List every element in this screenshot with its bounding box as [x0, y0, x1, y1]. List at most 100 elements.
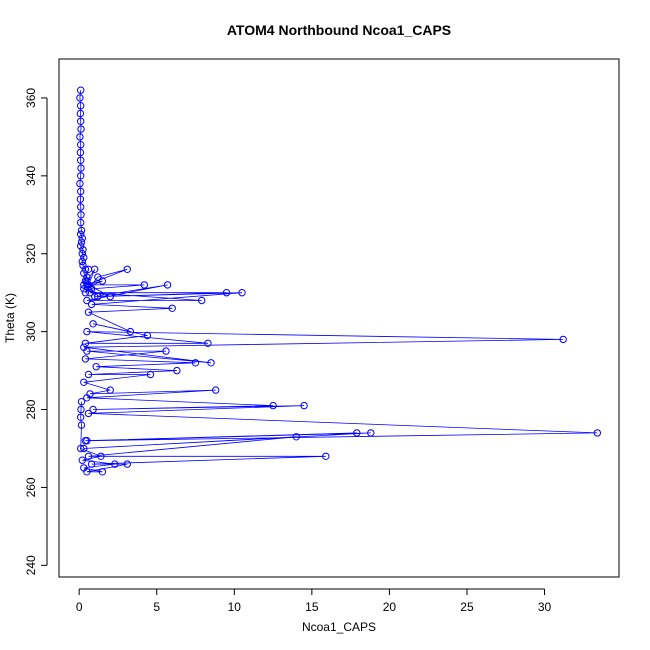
plot-frame [58, 58, 620, 578]
data-point [77, 405, 85, 414]
data-point [81, 265, 90, 273]
data-point [83, 296, 91, 305]
data-point [367, 429, 375, 437]
x-tick-label: 20 [383, 600, 397, 614]
data-point [84, 308, 93, 316]
x-tick-label: 10 [228, 600, 242, 614]
data-point [123, 460, 132, 468]
data-point [173, 366, 181, 375]
data-point [83, 327, 91, 336]
x-tick-label: 5 [153, 600, 160, 614]
data-point [198, 296, 206, 305]
data-point [77, 238, 86, 246]
data-point [76, 148, 85, 157]
data-point [80, 285, 88, 293]
data-point [353, 429, 361, 437]
data-point [77, 187, 85, 196]
y-tick-label: 240 [24, 555, 38, 575]
data-point [207, 359, 215, 367]
data-point [77, 117, 85, 126]
data-point [77, 421, 86, 429]
data-point [77, 125, 85, 133]
data-point [238, 289, 246, 297]
series-lines [79, 90, 598, 473]
data-point [80, 464, 88, 472]
data-point [87, 300, 96, 309]
data-point [87, 285, 96, 293]
data-point [78, 250, 87, 258]
data-point [322, 452, 330, 460]
x-tick-label: 15 [305, 600, 319, 614]
data-point [162, 347, 170, 355]
data-point [79, 246, 87, 254]
data-point [76, 179, 84, 188]
data-point [163, 281, 172, 289]
data-point [76, 109, 85, 118]
data-point [77, 172, 85, 180]
data-point [111, 460, 119, 468]
y-axis-label: Theta (K) [3, 293, 17, 343]
data-point [77, 398, 86, 406]
data-point [77, 242, 85, 250]
data-point [292, 433, 300, 441]
y-tick-label: 300 [24, 321, 38, 341]
data-point [593, 429, 601, 437]
data-point [106, 386, 114, 394]
data-point [98, 468, 107, 476]
data-point [123, 265, 132, 273]
data-point [91, 265, 99, 273]
x-tick-label: 30 [538, 600, 552, 614]
data-point [77, 230, 85, 239]
data-point [204, 339, 212, 347]
y-tick-label: 260 [24, 477, 38, 497]
data-point [89, 320, 97, 328]
data-point [191, 359, 200, 367]
data-point [80, 378, 88, 386]
data-point [81, 355, 90, 363]
data-point [94, 292, 102, 301]
series-points [76, 86, 601, 476]
series-line [79, 90, 598, 473]
x-tick-label: 0 [76, 600, 83, 614]
data-point [89, 405, 97, 414]
data-point [84, 370, 93, 379]
data-point [140, 281, 149, 289]
data-point [83, 273, 91, 281]
data-point [126, 327, 135, 336]
data-point [80, 444, 88, 453]
data-point [559, 335, 567, 344]
data-point [222, 289, 231, 297]
y-axis: 240 260 280 300 320 340 360 [24, 88, 48, 575]
data-point [92, 363, 100, 371]
data-point [77, 211, 85, 219]
data-point [76, 94, 84, 102]
data-point [81, 437, 90, 445]
data-point [79, 261, 87, 270]
data-point [78, 456, 87, 464]
data-point [300, 401, 308, 410]
data-point [86, 289, 94, 297]
data-point [78, 257, 87, 266]
data-point [84, 452, 93, 460]
data-point [98, 277, 107, 285]
data-point [94, 273, 102, 281]
data-point [81, 289, 90, 297]
chart-title: ATOM4 Northbound Ncoa1_CAPS [227, 22, 451, 38]
data-point [146, 370, 155, 379]
data-point [81, 339, 90, 347]
data-point [77, 141, 85, 149]
data-point [77, 203, 85, 211]
data-point [80, 253, 88, 262]
data-point [77, 102, 85, 110]
data-point [77, 86, 85, 94]
data-point [77, 413, 85, 421]
data-point [84, 409, 93, 418]
x-tick-label: 25 [460, 600, 474, 614]
data-point [87, 460, 96, 468]
data-point [212, 386, 220, 394]
data-point [168, 304, 176, 312]
data-point [77, 226, 86, 235]
y-tick-label: 340 [24, 166, 38, 186]
data-point [83, 277, 91, 285]
